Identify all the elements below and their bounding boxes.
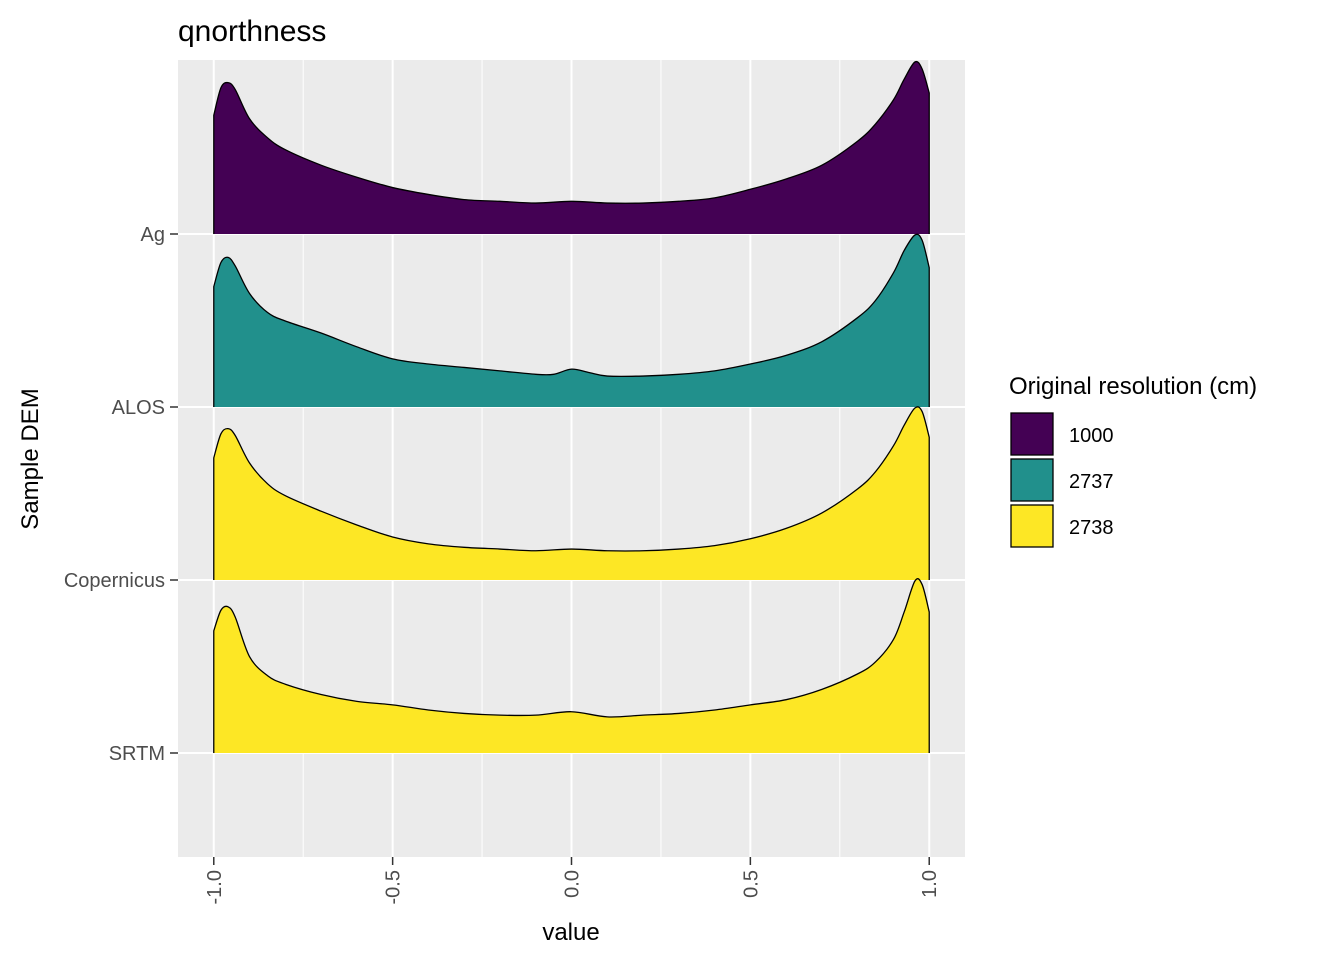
x-tick-label: 1.0 [919, 870, 941, 898]
legend-swatch [1010, 458, 1054, 502]
x-axis-title: value [542, 919, 599, 946]
ridges [213, 60, 930, 753]
legend-swatch [1010, 504, 1054, 548]
legend-label: 2738 [1069, 517, 1114, 539]
x-tick-label: 0.0 [562, 870, 584, 898]
ridge-outline-alos [213, 233, 930, 407]
y-tick-label: SRTM [109, 743, 165, 765]
ridge-copernicus [213, 406, 930, 580]
x-tick-label: 0.5 [740, 870, 762, 898]
legend-title: Original resolution (cm) [1009, 373, 1257, 400]
y-axis-title: Sample DEM [17, 388, 44, 529]
legend: Original resolution (cm) 1000 2737 2738 [1009, 373, 1257, 548]
ridge-outline-copernicus [213, 406, 930, 580]
y-axis: Ag ALOS Copernicus SRTM [64, 224, 178, 765]
ridge-srtm [213, 578, 930, 753]
legend-label: 1000 [1069, 425, 1114, 447]
legend-swatch [1010, 412, 1054, 456]
x-axis: -1.0 -0.5 0.0 0.5 1.0 [204, 857, 941, 904]
ridge-outline-ag [213, 60, 930, 234]
legend-label: 2737 [1069, 471, 1114, 493]
x-tick-label: -0.5 [383, 870, 405, 904]
ridge-outline-srtm [213, 578, 930, 753]
y-tick-label: Copernicus [64, 570, 165, 592]
y-tick-label: ALOS [112, 397, 165, 419]
chart-title: qnorthness [178, 15, 326, 48]
ridge-alos [213, 234, 930, 407]
x-tick-label: -1.0 [204, 870, 226, 904]
y-tick-label: Ag [141, 224, 165, 246]
ridge-ag [213, 61, 930, 234]
